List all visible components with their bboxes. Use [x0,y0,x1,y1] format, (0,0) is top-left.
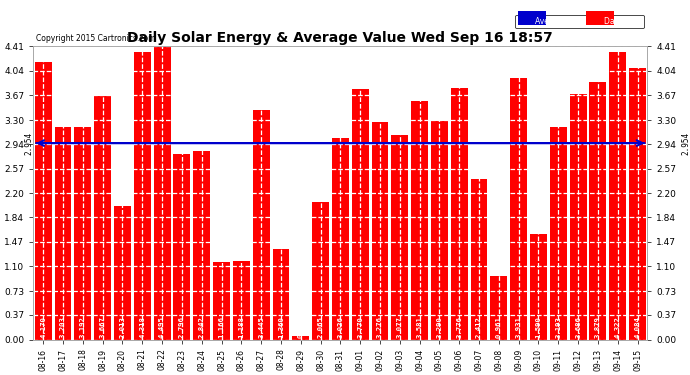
Text: 3.667: 3.667 [99,316,106,338]
Text: 2.954: 2.954 [24,132,33,154]
Text: 3.203: 3.203 [60,316,66,338]
Bar [332,138,348,339]
Text: 4.495: 4.495 [159,316,165,338]
Text: 1.360: 1.360 [278,316,284,338]
Text: 1.166: 1.166 [219,316,224,338]
Bar [134,53,150,339]
Legend: Average  ($), Daily   ($): Average ($), Daily ($) [515,15,644,28]
Text: 3.290: 3.290 [436,316,442,338]
Text: 3.193: 3.193 [555,316,561,338]
Bar [451,88,468,339]
Bar [352,89,368,339]
Text: 1.590: 1.590 [535,316,542,338]
Text: 3.581: 3.581 [417,316,422,338]
Bar [570,94,586,339]
Bar [431,121,448,339]
Text: 2.842: 2.842 [199,316,205,338]
Bar [589,82,607,339]
Bar [154,40,170,339]
Bar [491,276,507,339]
Text: Copyright 2015 Cartronics.com: Copyright 2015 Cartronics.com [37,34,156,44]
Text: 3.077: 3.077 [397,316,403,338]
Text: 3.879: 3.879 [595,316,601,338]
Text: 2.013: 2.013 [119,316,126,338]
Text: 2.954: 2.954 [681,132,690,154]
Bar [372,122,388,339]
Bar [273,249,289,339]
Bar [193,150,210,339]
Text: 3.776: 3.776 [456,316,462,338]
Bar [609,52,626,339]
Bar [293,336,309,339]
Bar [411,101,428,339]
Text: 3.192: 3.192 [80,316,86,338]
Title: Daily Solar Energy & Average Value Wed Sep 16 18:57: Daily Solar Energy & Average Value Wed S… [128,31,553,45]
Text: 3.276: 3.276 [377,316,383,338]
Text: 3.026: 3.026 [337,316,344,338]
Text: 4.318: 4.318 [139,316,146,338]
Bar [629,68,646,339]
Bar [550,127,566,339]
Bar [530,234,547,339]
Text: 2.796: 2.796 [179,316,185,338]
Text: 4.084: 4.084 [635,316,640,338]
Bar [173,154,190,339]
Bar [95,96,111,339]
Bar [114,206,131,339]
Text: 3.686: 3.686 [575,316,581,338]
Text: 2.065: 2.065 [317,316,324,338]
Bar [471,179,487,339]
Bar [233,261,250,339]
Text: 0.961: 0.961 [496,316,502,338]
Bar [55,126,72,339]
Text: 3.931: 3.931 [515,316,522,338]
Text: 4.170: 4.170 [40,316,46,338]
Text: 1.188: 1.188 [238,316,244,338]
Bar [253,110,270,339]
Bar [34,62,52,339]
Text: 2.412: 2.412 [476,316,482,338]
Bar [391,135,408,339]
Bar [510,78,527,339]
Bar [213,262,230,339]
Bar [312,202,329,339]
Text: 4.322: 4.322 [615,316,621,338]
Text: 0.060: 0.060 [298,316,304,338]
Text: 3.770: 3.770 [357,316,363,338]
Text: 3.445: 3.445 [258,316,264,338]
Bar [75,127,91,339]
